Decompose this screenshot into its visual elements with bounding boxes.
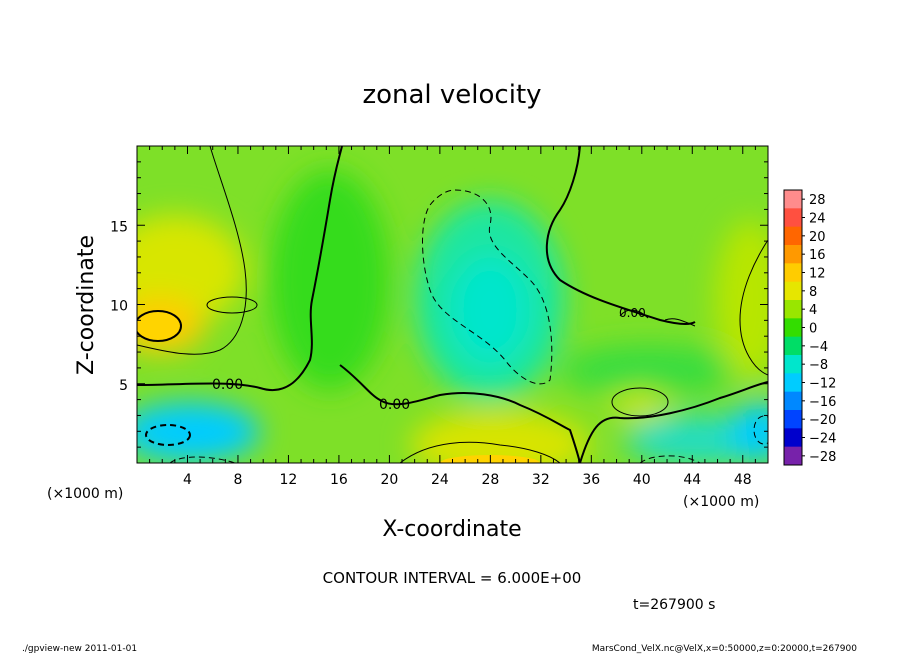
colorbar-label: 16 [809, 248, 826, 263]
x-unit-right: (×1000 m) [683, 494, 759, 510]
colorbar-segment [784, 373, 802, 393]
positive-contour-right [739, 239, 768, 376]
zero-contour-mid [339, 364, 581, 463]
colorbar-segment [784, 190, 802, 209]
zero-contour-upper-right [545, 146, 696, 326]
colorbar-label: −8 [809, 358, 828, 373]
colorbar-label: −24 [809, 432, 836, 447]
z-tick-label: 10 [110, 299, 128, 315]
x-tick-label: 20 [380, 472, 398, 488]
colorbar-segment [784, 263, 802, 283]
colorbar-label: −28 [809, 450, 836, 465]
colorbar-segment [784, 391, 802, 411]
colorbar-label: 12 [809, 267, 826, 282]
negative-contour-bottom-left [169, 456, 236, 463]
colorbar-segment [784, 428, 802, 448]
colorbar-segment [784, 300, 802, 319]
x-tick-label: 16 [330, 472, 348, 488]
zero-contour-right [579, 381, 768, 463]
colorbar-segment [784, 281, 802, 301]
colorbar-label: 28 [809, 193, 826, 208]
x-tick-label: 8 [233, 472, 242, 488]
colorbar-segment [784, 226, 802, 246]
zero-contour-main [137, 146, 343, 391]
x-tick-label: 32 [532, 472, 550, 488]
z-axis-label: Z-coordinate [74, 235, 99, 375]
plot-area [137, 146, 768, 463]
chart-title: zonal velocity [362, 80, 541, 110]
colorbar: 28 24 20 16 12 8 4 0 −4 −8 −12 −16 −20 −24 −28 [783, 189, 836, 466]
contour-label-zero-2: 0.00 [379, 397, 410, 413]
positive-loop-left [206, 296, 258, 314]
contour-interval-text: CONTOUR INTERVAL = 6.000E+00 [323, 569, 582, 587]
positive-loop-mid-right [611, 387, 669, 417]
max-blob [137, 312, 180, 340]
contour-label-zero-1: 0.00 [212, 377, 243, 393]
footer-left: ./gpview-new 2011-01-01 [22, 644, 137, 654]
colorbar-label: −20 [809, 413, 836, 428]
colorbar-segment [784, 336, 802, 356]
x-tick-label: 28 [481, 472, 499, 488]
colorbar-label: 20 [809, 230, 826, 245]
z-tick-label: 5 [119, 378, 128, 394]
x-tick-label: 40 [633, 472, 651, 488]
x-tick-label: 36 [582, 472, 600, 488]
positive-contour-small [619, 309, 696, 327]
footer-right: MarsCond_VelX.nc@VelX,x=0:50000,z=0:2000… [592, 644, 857, 654]
negative-contour-center [422, 189, 553, 385]
positive-contour-left [137, 146, 247, 355]
colorbar-label: 4 [809, 303, 817, 318]
max-contour-loop [137, 310, 182, 342]
z-tick-label: 15 [110, 219, 128, 235]
x-unit-left: (×1000 m) [47, 486, 123, 502]
z-axis: 5 10 15 [110, 145, 768, 464]
x-tick-label: 24 [431, 472, 449, 488]
colorbar-label: 24 [809, 212, 826, 227]
contour-label-zero-3: 0.00 [619, 306, 646, 320]
colorbar-label: −4 [809, 340, 828, 355]
contours [137, 146, 768, 463]
colorbar-segment [784, 245, 802, 264]
colorbar-label: −16 [809, 395, 836, 410]
colorbar-label: 0 [809, 322, 817, 337]
colorbar-label: 8 [809, 285, 817, 300]
negative-contour-bottom-right [639, 455, 701, 463]
x-tick-label: 12 [280, 472, 298, 488]
colorbar-segment [784, 318, 802, 338]
x-tick-label: 44 [683, 472, 701, 488]
colorbar-segment [784, 410, 802, 429]
x-tick-label: 48 [734, 472, 752, 488]
x-axis: 4 8 12 16 20 24 28 32 36 40 44 48 [136, 146, 769, 488]
x-axis-label: X-coordinate [382, 517, 521, 542]
x-tick-label: 4 [183, 472, 192, 488]
colorbar-label: −12 [809, 377, 836, 392]
positive-contour-bottom [399, 441, 561, 463]
colorbar-segment [784, 355, 802, 374]
colorbar-segment [784, 208, 802, 228]
colorbar-segment [784, 446, 802, 466]
time-text: t=267900 s [633, 597, 715, 613]
negative-loop-bottom-left [145, 424, 191, 446]
